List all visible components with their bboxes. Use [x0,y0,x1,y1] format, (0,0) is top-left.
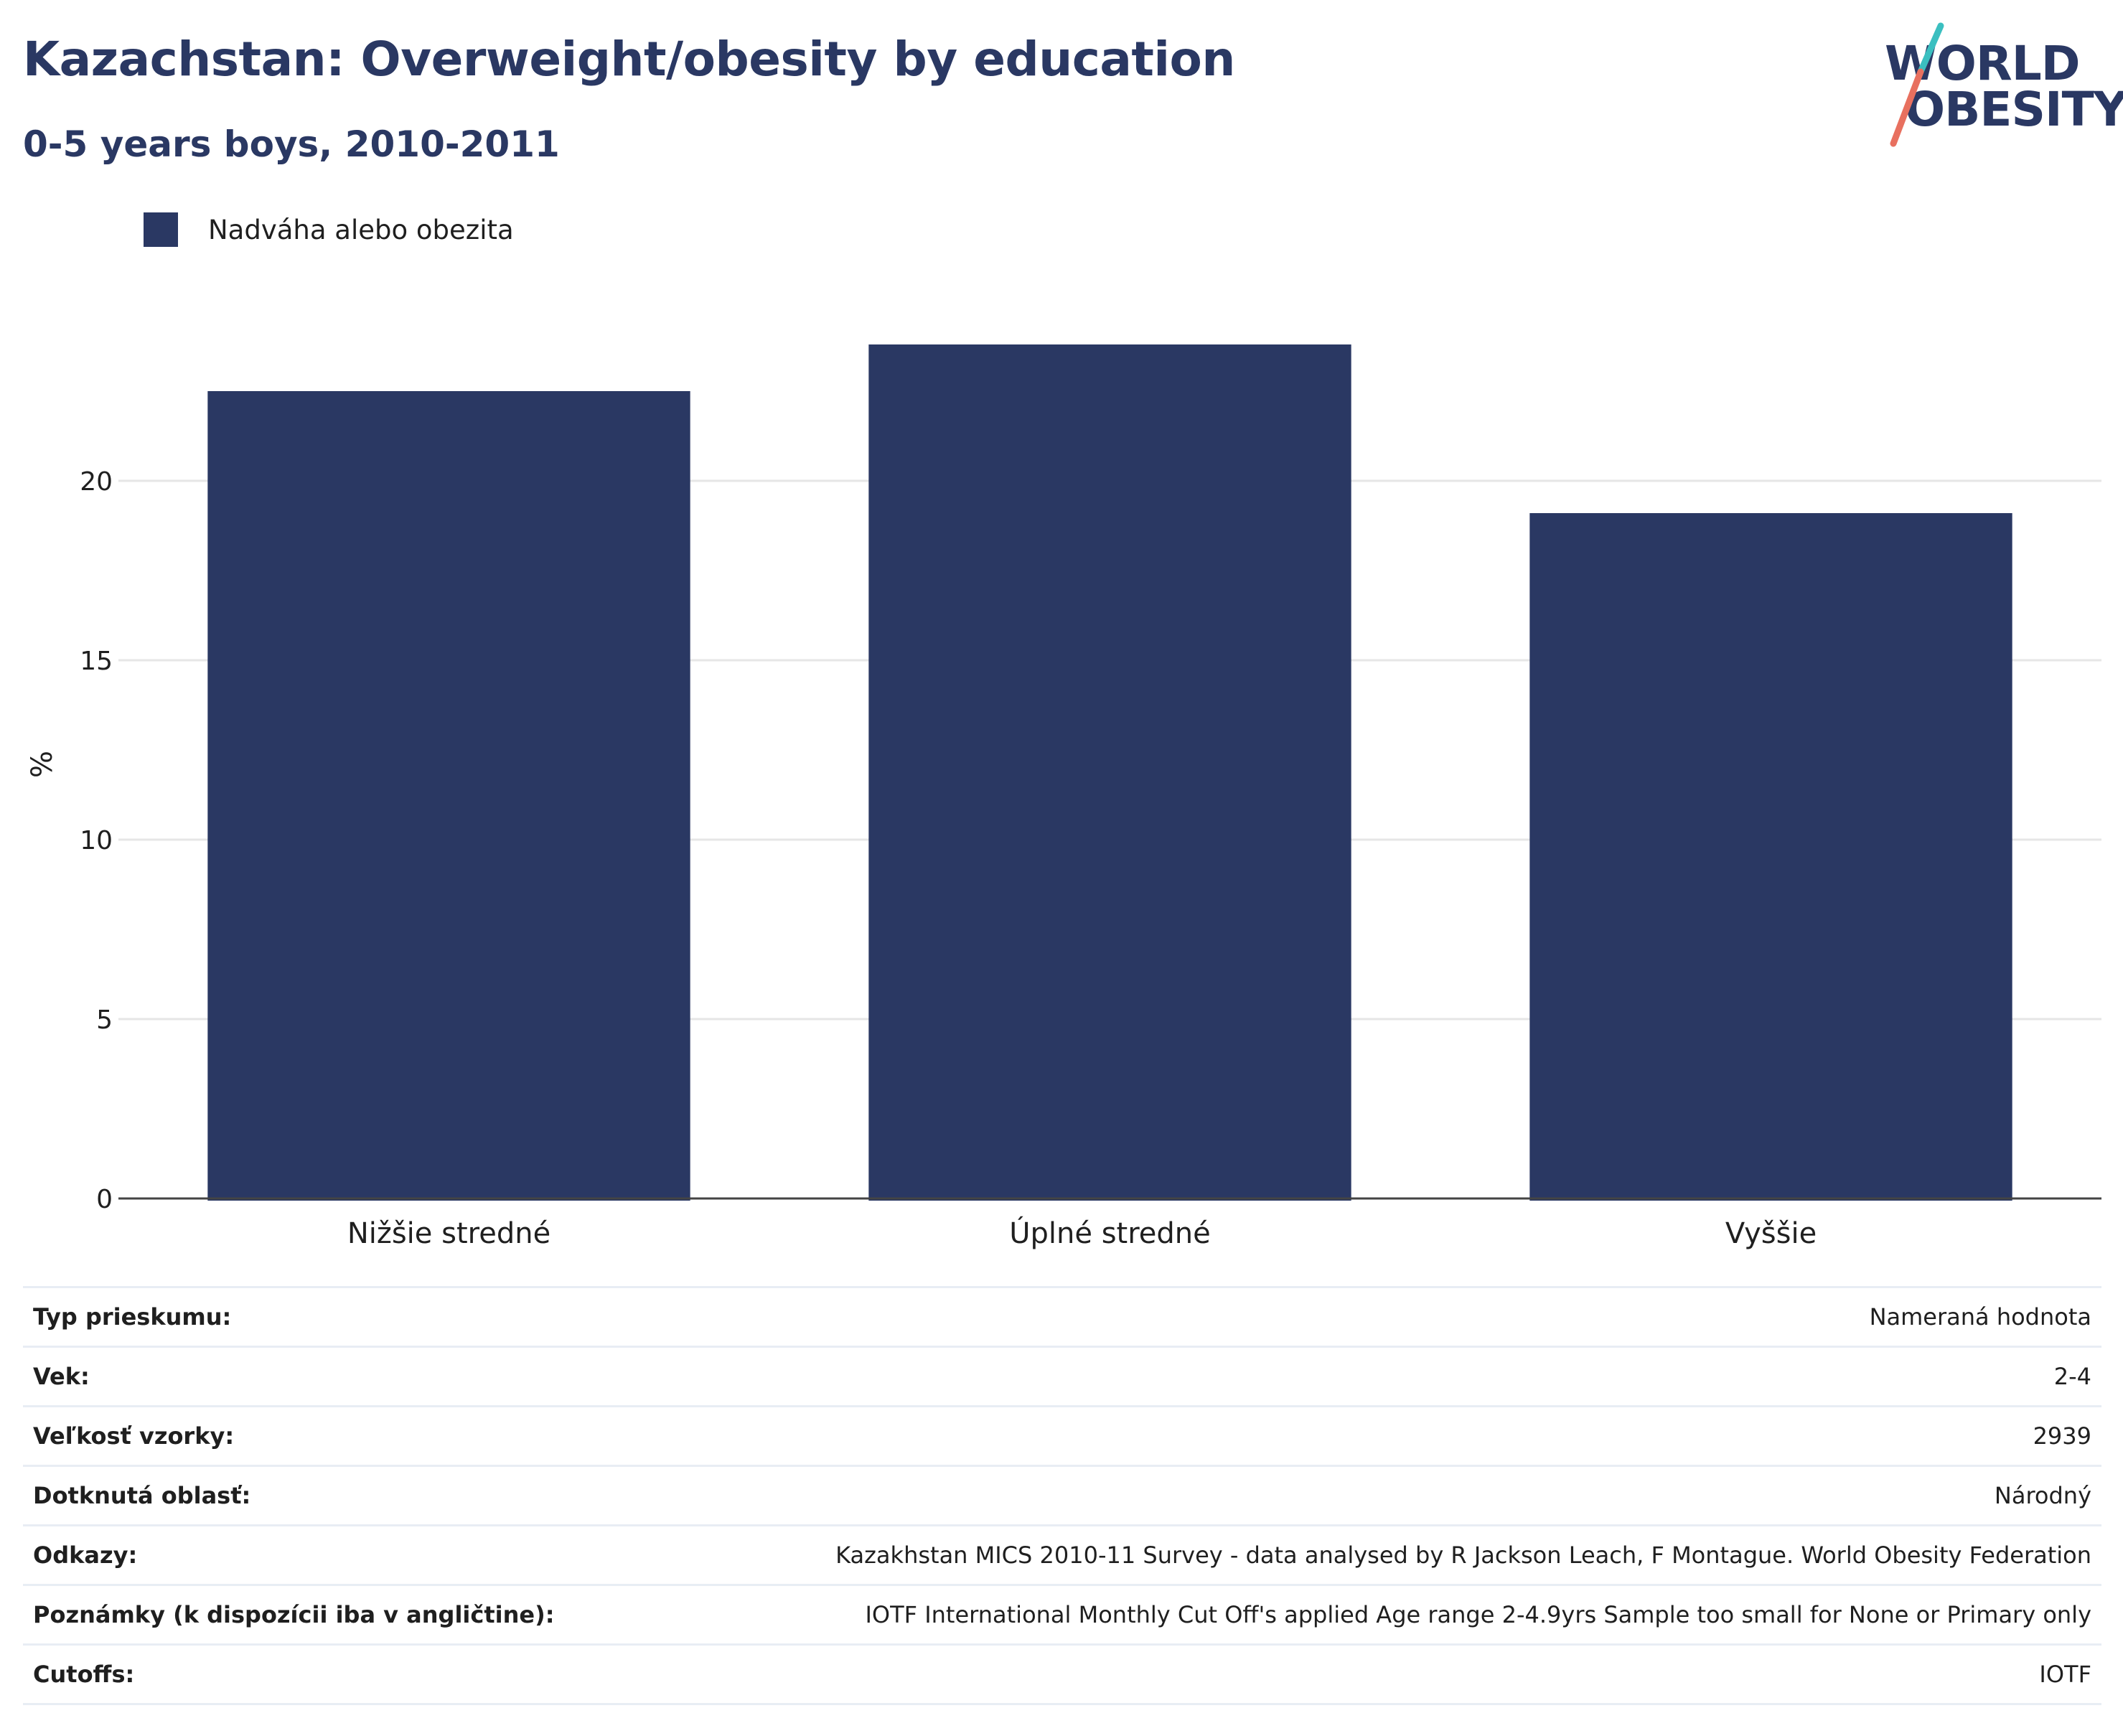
info-value: Nameraná hodnota [1869,1303,2091,1331]
logo-line-2: OBESITY [1905,82,2123,137]
info-value: IOTF International Monthly Cut Off's app… [865,1601,2091,1628]
info-label: Typ prieskumu: [33,1303,232,1331]
info-label: Vek: [33,1363,90,1390]
x-tick-label: Nižšie stredné [347,1217,550,1250]
info-value: 2939 [2033,1422,2091,1450]
info-value: 2-4 [2053,1363,2091,1390]
info-value: Kazakhstan MICS 2010-11 Survey - data an… [835,1542,2091,1569]
info-label: Poznámky (k dispozícii iba v angličtine)… [33,1601,555,1628]
info-value: IOTF [2039,1661,2091,1688]
info-row: Typ prieskumu: Nameraná hodnota [23,1288,2101,1348]
y-axis-label: % [26,751,59,778]
world-obesity-logo: WORLD OBESITY [1873,22,2123,151]
bar-1 [207,391,690,1201]
chart-title: Kazachstan: Overweight/obesity by educat… [23,32,1235,87]
bar-2 [868,344,1351,1201]
info-label: Dotknutá oblasť: [33,1482,251,1509]
x-tick-label: Úplné stredné [1009,1216,1211,1250]
info-label: Cutoffs: [33,1661,135,1688]
x-tick-label: Vyššie [1725,1217,1817,1250]
y-tick-label: 5 [96,1005,113,1035]
legend-label: Nadváha alebo obezita [208,214,514,245]
info-row: Cutoffs: IOTF [23,1646,2101,1705]
info-value: Národný [1994,1482,2091,1509]
info-label: Odkazy: [33,1542,138,1569]
info-row: Veľkosť vzorky: 2939 [23,1407,2101,1467]
bar-3 [1529,513,2012,1201]
y-tick-label: 20 [80,467,113,497]
bar-chart: 0 5 10 15 20% Nižšie stredné Úplné stredné Vyšš… [26,344,2101,1250]
info-row: Dotknutá oblasť: Národný [23,1467,2101,1526]
y-tick-label: 15 [80,647,113,676]
legend[interactable]: Nadváha alebo obezita [144,212,514,247]
logo-slash-icon [1890,22,1944,147]
y-tick-label: 0 [96,1185,113,1214]
y-tick-label: 10 [80,826,113,855]
info-row: Vek: 2-4 [23,1348,2101,1407]
chart-subtitle: 0-5 years boys, 2010-2011 [23,123,560,165]
info-row: Poznámky (k dispozícii iba v angličtine)… [23,1586,2101,1646]
legend-swatch [144,212,178,247]
info-label: Veľkosť vzorky: [33,1422,235,1450]
info-row: Odkazy: Kazakhstan MICS 2010-11 Survey - … [23,1526,2101,1586]
info-table: Typ prieskumu: Nameraná hodnota Vek: 2-4 Veľ… [23,1286,2101,1705]
